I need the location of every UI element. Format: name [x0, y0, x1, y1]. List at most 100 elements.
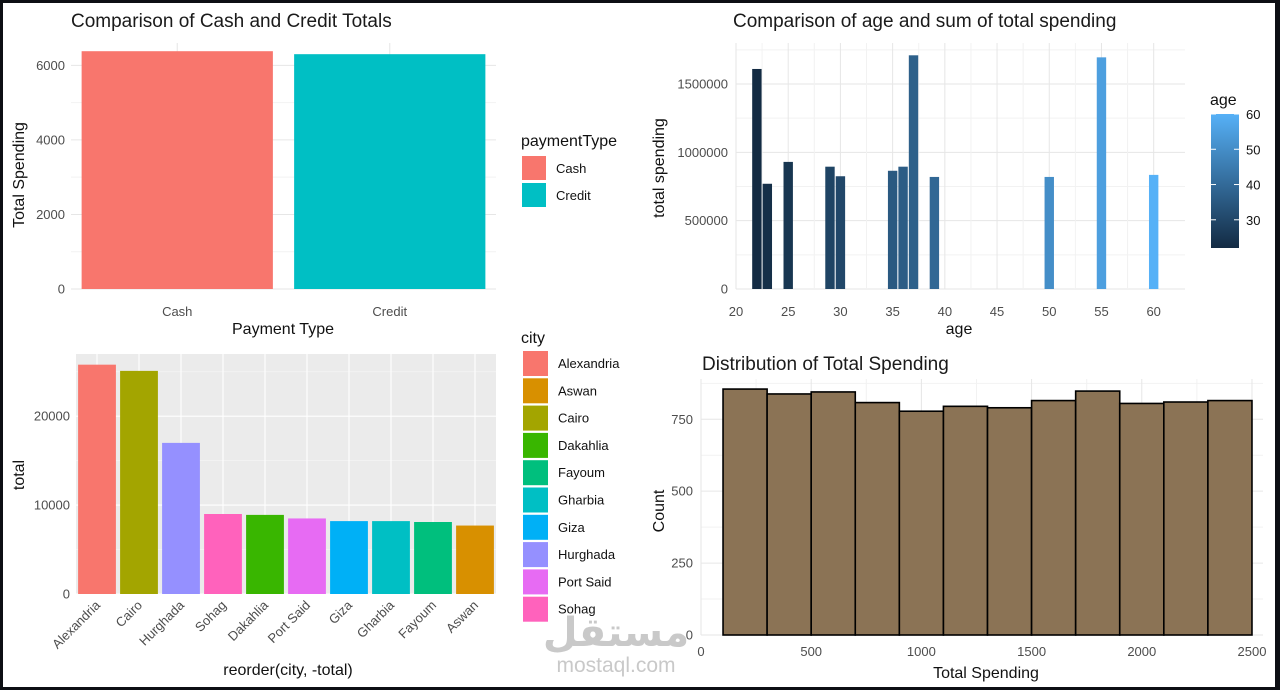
city-legend-key: [523, 405, 548, 431]
city-legend-label: Cairo: [558, 411, 589, 426]
city-legend-label: Giza: [558, 520, 586, 535]
city-bar-hurghada: [162, 442, 200, 594]
city-legend-label: Fayoum: [558, 465, 605, 480]
age-x-ticks: 20 25 30 35 40 45 50 55 60: [729, 304, 1161, 319]
age-y-tick-label: 0: [721, 282, 728, 297]
watermark-latin-text: mostaql.com: [556, 654, 675, 677]
city-x-tick-label: Hurghada: [136, 597, 188, 649]
age-bar-23: [762, 183, 773, 289]
histogram-y-tick-label: 500: [671, 484, 693, 499]
payment-y-tick-label: 6000: [36, 58, 65, 73]
age-bar-50: [1044, 176, 1054, 289]
histogram-x-tick-label: 2000: [1127, 644, 1156, 659]
payment-bars: [81, 51, 486, 290]
payment-x-tick-label: Credit: [372, 304, 407, 319]
city-legend-key: [523, 378, 548, 404]
histogram-bin-4: [898, 410, 945, 636]
city-legend-label: Aswan: [558, 383, 597, 398]
age-y-axis-title: total spending: [651, 118, 668, 218]
payment-chart: Comparison of Cash and Credit Totals 0 20…: [11, 11, 617, 338]
payment-y-ticks: 0 2000 4000 6000: [36, 58, 65, 297]
histogram-y-tick-label: 0: [686, 628, 693, 643]
watermark: مستقل mostaql.com: [543, 611, 689, 677]
city-legend-key: [523, 542, 548, 568]
city-x-tick-label: Cairo: [113, 598, 146, 631]
payment-y-tick-label: 2000: [36, 207, 65, 222]
city-x-tick-label: Dakahlia: [225, 597, 272, 644]
age-colorbar-gradient: [1211, 114, 1239, 248]
histogram-bin-2: [810, 391, 857, 636]
histogram-bin-7: [1030, 399, 1077, 636]
city-x-tick-label: Port Said: [265, 598, 313, 646]
histogram-title: Distribution of Total Spending: [702, 354, 949, 375]
age-bar-37: [908, 55, 919, 289]
age-x-axis-title: age: [946, 321, 973, 338]
city-bar-gharbia: [372, 521, 410, 594]
city-y-axis-title: total: [11, 460, 28, 490]
histogram-y-tick-label: 750: [671, 412, 693, 427]
histogram-bars: [722, 388, 1253, 636]
payment-bar-credit: [294, 54, 486, 289]
city-legend: city Alexandria Aswan Cairo Dakahlia Fayoum G…: [521, 330, 620, 622]
dashboard-canvas: Comparison of Cash and Credit Totals 0 20…: [3, 3, 1275, 687]
age-bar-39: [929, 176, 940, 289]
age-x-tick-label: 35: [885, 304, 899, 319]
payment-y-tick-label: 0: [58, 282, 65, 297]
histogram-x-tick-label: 0: [697, 644, 704, 659]
histogram-bin-5: [942, 405, 989, 636]
histogram-y-tick-label: 250: [671, 556, 693, 571]
histogram-y-axis-title: Count: [651, 489, 668, 532]
city-bar-fayoum: [414, 522, 452, 594]
age-colorbar-legend: age 30 40 50 60: [1210, 92, 1260, 248]
histogram-bin-6: [986, 406, 1033, 636]
histogram-bin-8: [1074, 390, 1121, 636]
age-gridlines: [735, 43, 1185, 290]
age-bar-22: [752, 68, 762, 289]
age-x-tick-label: 20: [729, 304, 743, 319]
city-legend-label: Gharbia: [558, 493, 605, 508]
age-y-tick-label: 1000000: [677, 145, 728, 160]
age-bar-35: [887, 170, 898, 289]
age-y-tick-label: 500000: [685, 213, 728, 228]
histogram-x-tick-label: 2500: [1238, 644, 1267, 659]
histogram-bin-1: [766, 393, 812, 636]
city-legend-label: Sohag: [558, 602, 596, 617]
city-legend-key: [523, 487, 548, 513]
age-bar-36: [898, 166, 908, 289]
histogram-bin-0: [722, 388, 768, 636]
payment-x-ticks: Cash Credit: [162, 304, 407, 319]
city-legend-key: [523, 351, 548, 376]
age-chart: Comparison of age and sum of total spend…: [651, 11, 1260, 338]
city-legend-title: city: [521, 330, 545, 347]
payment-legend-label: Credit: [556, 188, 591, 203]
payment-legend-key: [522, 156, 546, 180]
city-x-tick-label: Fayoum: [395, 598, 439, 642]
age-x-tick-label: 45: [990, 304, 1004, 319]
city-bar-aswan: [456, 525, 494, 594]
histogram-x-ticks: 0 500 1000 1500 2000 2500: [697, 644, 1266, 659]
city-legend-key: [523, 569, 548, 595]
city-legend-key: [523, 460, 548, 486]
city-legend-label: Port Said: [558, 574, 611, 589]
payment-legend: paymentType Cash Credit: [521, 133, 617, 207]
histogram-bin-3: [854, 401, 901, 636]
city-bar-port-said: [288, 518, 326, 594]
payment-y-tick-label: 4000: [36, 132, 65, 147]
payment-y-axis-title: Total Spending: [11, 122, 28, 228]
age-colorbar-tick-label: 60: [1246, 107, 1260, 122]
city-bar-sohag: [204, 514, 242, 594]
age-bar-25: [783, 161, 793, 289]
age-x-tick-label: 60: [1146, 304, 1160, 319]
payment-legend-title: paymentType: [521, 133, 617, 150]
city-bar-dakahlia: [246, 514, 284, 594]
city-x-tick-label: Sohag: [192, 598, 229, 635]
age-bars: [752, 55, 1159, 289]
age-bar-30: [835, 176, 846, 289]
histogram-x-tick-label: 1500: [1017, 644, 1046, 659]
age-x-tick-label: 55: [1094, 304, 1108, 319]
histogram-x-tick-label: 1000: [907, 644, 936, 659]
histogram-x-axis-title: Total Spending: [933, 665, 1039, 682]
age-y-tick-label: 1500000: [677, 77, 728, 92]
